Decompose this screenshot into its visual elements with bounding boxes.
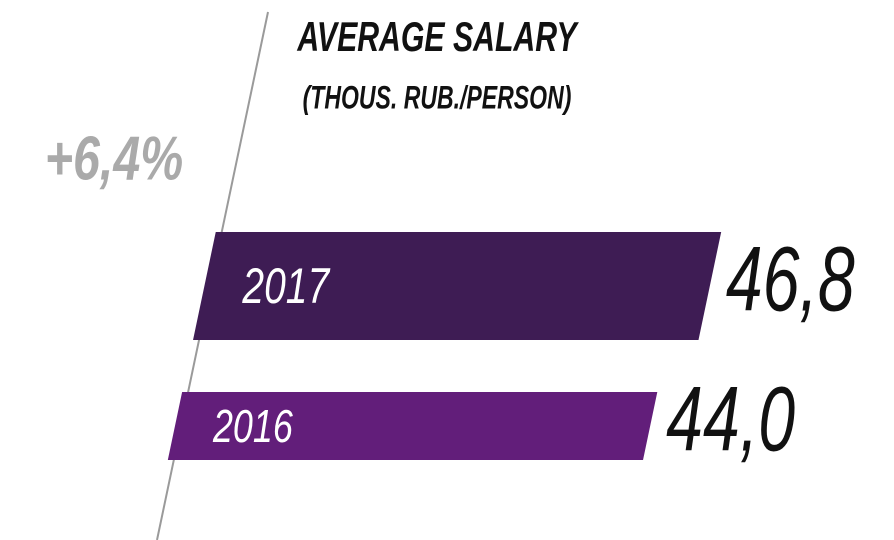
category-label: 2016: [212, 401, 293, 452]
value-label-group: 46,8: [726, 227, 855, 330]
annotation-group: +6,4%: [45, 124, 183, 193]
title-group: AVERAGE SALARY: [296, 13, 579, 60]
category-label-group: 2016: [212, 401, 293, 452]
category-label-group: 2017: [242, 257, 331, 314]
bar: [167, 392, 658, 460]
value-label: 46,8: [726, 227, 855, 330]
chart-subtitle: (THOUS. RUB./PERSON): [303, 80, 572, 116]
value-label-group: 44,0: [666, 367, 795, 470]
category-label: 2017: [242, 257, 331, 314]
bar: [193, 232, 722, 340]
value-label: 44,0: [666, 367, 795, 470]
annotation: +6,4%: [45, 124, 183, 193]
chart-title: AVERAGE SALARY: [296, 13, 579, 60]
subtitle-group: (THOUS. RUB./PERSON): [303, 80, 572, 116]
